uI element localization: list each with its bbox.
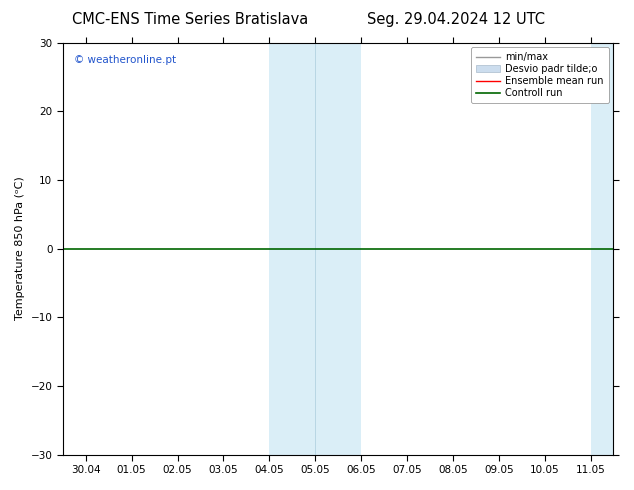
Bar <box>590 43 634 455</box>
Legend: min/max, Desvio padr tilde;o, Ensemble mean run, Controll run: min/max, Desvio padr tilde;o, Ensemble m… <box>471 48 609 103</box>
Y-axis label: Temperature 850 hPa (ᵒC): Temperature 850 hPa (ᵒC) <box>15 177 25 320</box>
Text: CMC-ENS Time Series Bratislava: CMC-ENS Time Series Bratislava <box>72 12 308 27</box>
Bar <box>315 43 361 455</box>
Text: Seg. 29.04.2024 12 UTC: Seg. 29.04.2024 12 UTC <box>368 12 545 27</box>
Bar <box>269 43 315 455</box>
Text: © weatheronline.pt: © weatheronline.pt <box>74 55 176 65</box>
